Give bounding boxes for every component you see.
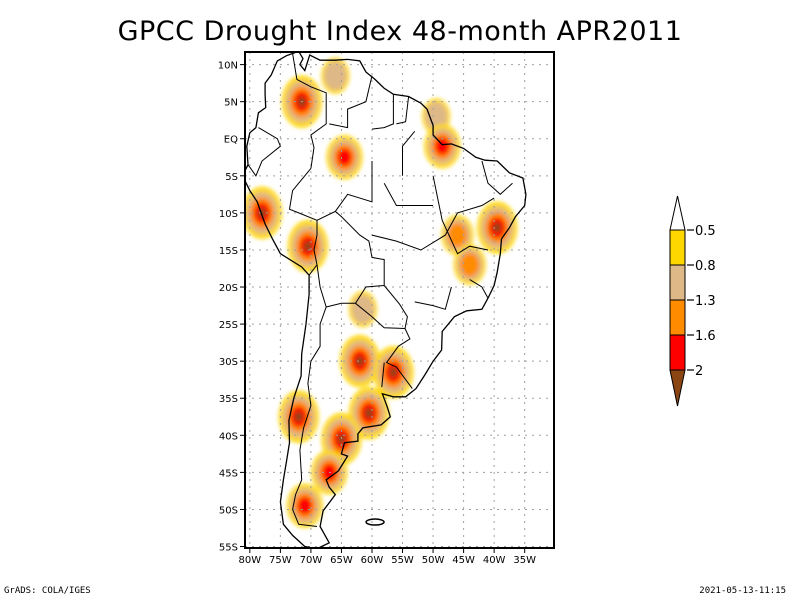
drought-area: [389, 367, 398, 378]
country-border: [381, 362, 385, 388]
lat-tick-label: 50S: [219, 505, 238, 516]
country-border: [385, 328, 413, 389]
lat-tick-label: 20S: [219, 283, 238, 294]
drought-area: [297, 496, 313, 515]
colorbar-lower-arrow: [669, 369, 686, 407]
drought-area: [493, 222, 502, 233]
lat-tick-label: 30S: [219, 357, 238, 368]
colorbar-label: 2: [695, 364, 703, 379]
drought-area: [460, 252, 480, 277]
drought-area: [447, 223, 468, 248]
lat-tick-label: 15S: [219, 246, 238, 257]
colorbar-segment: [669, 334, 686, 371]
drought-area: [303, 241, 312, 252]
lon-tick-label: 50W: [422, 555, 445, 566]
continent-coastline: [245, 52, 527, 548]
lon-tick-label: 70W: [300, 555, 323, 566]
coastlines-and-borders: [245, 52, 527, 548]
country-border: [329, 75, 373, 129]
colorbar-segment: [669, 229, 686, 266]
drought-area: [337, 148, 352, 167]
drought-area: [355, 355, 364, 367]
country-border: [334, 161, 373, 212]
country-border: [432, 175, 489, 255]
country-border: [402, 130, 416, 176]
drought-area: [337, 433, 346, 445]
colorbar-legend: 0.5 0.8 1.3 1.6 2: [669, 195, 716, 407]
plot-frame: [244, 51, 555, 549]
drought-area: [294, 411, 303, 422]
lon-tick-label: 55W: [391, 555, 414, 566]
colorbar-label: 1.3: [695, 294, 716, 309]
lat-tick-label: 10N: [218, 61, 238, 72]
country-border: [371, 94, 394, 130]
latitude-axis: 10N 5N EQ 5S 10S 15S 20S 25S 30S 35S 40S 45S 50S 55S: [218, 61, 245, 554]
lat-tick-label: 55S: [219, 543, 238, 554]
lat-tick-label: EQ: [224, 135, 238, 146]
lon-tick-label: 75W: [269, 555, 292, 566]
colorbar-segment: [669, 299, 686, 336]
colorbar-upper-arrow: [669, 195, 686, 231]
country-border: [292, 306, 327, 527]
map-title: GPCC Drought Index 48-month APR2011: [117, 16, 683, 47]
colorbar-label: 0.5: [695, 224, 716, 239]
plot-area: [245, 52, 554, 548]
lat-tick-label: 25S: [219, 320, 238, 331]
lon-tick-label: 35W: [513, 555, 536, 566]
grads-credit: GrADS: COLA/IGES: [4, 586, 91, 596]
gridlines: [245, 52, 554, 548]
country-border: [371, 197, 495, 251]
colorbar-label: 0.8: [695, 259, 716, 274]
colorbar-label: 1.6: [695, 329, 716, 344]
country-border: [469, 279, 489, 299]
falkland-islands: [365, 518, 385, 526]
lat-tick-label: 35S: [219, 394, 238, 405]
lon-tick-label: 40W: [483, 555, 506, 566]
country-border: [414, 286, 452, 310]
country-border: [247, 127, 282, 177]
lon-tick-label: 60W: [361, 555, 384, 566]
longitude-axis: 80W 75W 70W 65W 60W 55W 50W 45W 40W 35W: [239, 548, 536, 566]
country-border: [396, 96, 410, 125]
colorbar-segment: [669, 264, 686, 301]
country-border: [383, 182, 434, 206]
lat-tick-label: 40S: [219, 431, 238, 442]
drought-area: [324, 61, 347, 91]
country-border: [292, 53, 327, 169]
lon-tick-label: 65W: [330, 555, 353, 566]
country-border: [316, 210, 385, 286]
lat-tick-label: 5N: [224, 98, 238, 109]
country-border: [316, 264, 385, 308]
lon-tick-label: 45W: [452, 555, 475, 566]
timestamp: 2021-05-13-11:15: [699, 586, 786, 596]
lon-tick-label: 80W: [239, 555, 262, 566]
country-border: [481, 160, 513, 195]
lat-tick-label: 10S: [219, 209, 238, 220]
drought-area: [364, 407, 373, 419]
lat-tick-label: 5S: [225, 172, 238, 183]
lat-tick-label: 45S: [219, 468, 238, 479]
drought-area: [424, 102, 448, 131]
